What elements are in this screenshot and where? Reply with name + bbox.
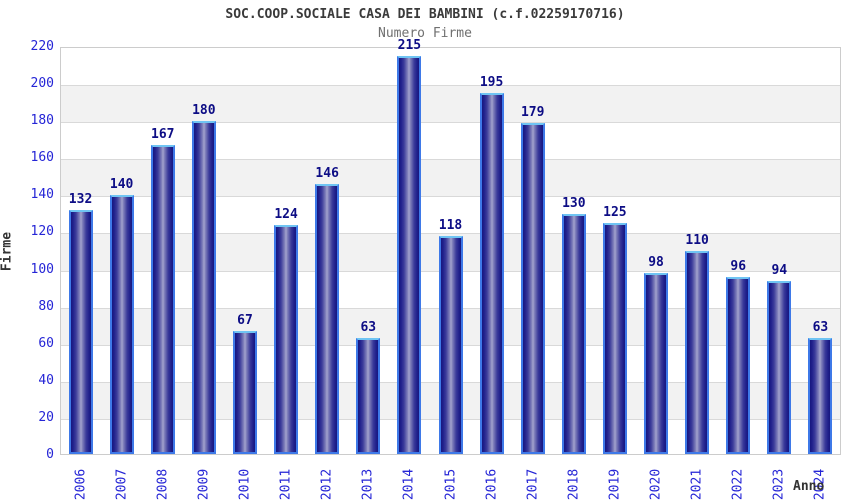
bar-value-label: 132 <box>68 192 93 208</box>
bar-value-label: 146 <box>315 166 339 182</box>
bar <box>68 210 93 454</box>
chart-title: SOC.COOP.SOCIALE CASA DEI BAMBINI (c.f.0… <box>225 7 625 22</box>
grid-band <box>61 85 840 123</box>
bar-value-label: 195 <box>479 75 504 91</box>
bar <box>274 225 299 454</box>
bar-value-label: 96 <box>730 258 747 274</box>
bar <box>520 123 545 454</box>
bar <box>726 276 751 454</box>
x-tick-label: 2014 <box>401 468 417 500</box>
x-tick-label: 2020 <box>648 468 664 500</box>
y-tick-label: 120 <box>30 224 54 240</box>
x-tick-label: 2007 <box>114 468 130 500</box>
bar <box>644 273 669 454</box>
x-tick-label: 2021 <box>689 468 705 500</box>
x-tick-label: 2010 <box>237 468 253 500</box>
bar <box>602 223 627 454</box>
x-tick-label: 2011 <box>278 468 294 500</box>
bar-value-label: 180 <box>192 103 216 119</box>
x-tick-label: 2012 <box>319 468 335 500</box>
bar-value-label: 110 <box>685 233 709 248</box>
y-tick-label: 160 <box>30 150 54 166</box>
bar-value-label: 125 <box>603 205 627 221</box>
x-tick-label: 2013 <box>360 468 376 500</box>
bar <box>561 213 586 454</box>
gridline <box>61 85 840 87</box>
bar <box>438 236 463 454</box>
y-tick-label: 60 <box>38 335 54 351</box>
bar <box>191 121 216 454</box>
y-tick-label: 200 <box>30 76 54 92</box>
bar-value-label: 63 <box>360 320 377 336</box>
x-tick-label: 2023 <box>771 468 787 500</box>
y-tick-label: 140 <box>30 187 54 203</box>
y-tick-label: 100 <box>30 261 54 277</box>
y-tick-label: 0 <box>46 447 54 462</box>
y-tick-label: 220 <box>30 39 54 54</box>
x-tick-label: 2022 <box>730 468 746 500</box>
grid-band <box>61 159 840 197</box>
y-tick-label: 20 <box>38 409 54 425</box>
bar <box>808 338 833 454</box>
gridline <box>61 233 840 235</box>
chart-subtitle: Numero Firme <box>378 26 472 41</box>
x-tick-label: 2017 <box>525 468 541 500</box>
bar-value-label: 124 <box>274 207 298 223</box>
bar <box>109 195 134 454</box>
bar-value-label: 167 <box>151 127 175 143</box>
x-tick-label: 2009 <box>196 468 212 500</box>
y-tick-label: 80 <box>38 298 54 314</box>
bar-value-label: 63 <box>812 320 829 336</box>
bar <box>685 251 710 454</box>
bar <box>150 145 175 454</box>
gridline <box>61 196 840 198</box>
bar-value-label: 215 <box>397 38 422 54</box>
gridline <box>61 159 840 161</box>
bar <box>397 56 422 454</box>
x-tick-label: 2006 <box>73 468 89 500</box>
bar-value-label: 140 <box>109 177 134 193</box>
bar-value-label: 94 <box>771 262 788 278</box>
bar <box>767 280 792 454</box>
x-tick-label: 2018 <box>566 468 582 500</box>
x-axis-title: Anno <box>793 479 825 494</box>
y-axis-title: Firme <box>0 231 15 272</box>
x-tick-label: 2019 <box>607 468 623 500</box>
bar-value-label: 67 <box>237 312 253 328</box>
bar-value-label: 179 <box>520 105 545 121</box>
bar <box>315 184 340 454</box>
bar <box>356 338 381 454</box>
y-tick-label: 180 <box>30 113 54 129</box>
y-tick-label: 40 <box>38 372 54 388</box>
x-tick-label: 2016 <box>484 468 500 500</box>
x-tick-label: 2015 <box>443 468 458 500</box>
bar <box>479 93 504 454</box>
bar-value-label: 98 <box>648 255 664 271</box>
bar-value-label: 130 <box>562 195 586 211</box>
bar <box>232 330 257 454</box>
gridline <box>61 122 840 124</box>
bar-value-label: 118 <box>438 218 463 234</box>
x-tick-label: 2008 <box>155 468 171 500</box>
